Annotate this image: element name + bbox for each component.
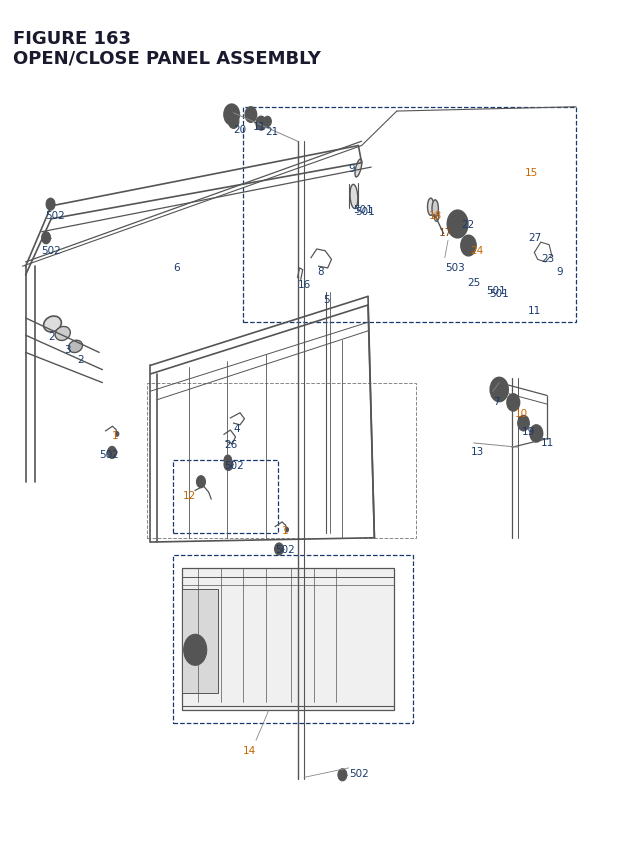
Text: 502: 502 xyxy=(275,544,295,554)
Text: 15: 15 xyxy=(525,168,538,178)
Text: 25: 25 xyxy=(467,277,481,288)
Ellipse shape xyxy=(428,199,434,216)
Text: 10: 10 xyxy=(515,409,529,419)
Text: 502: 502 xyxy=(42,245,61,256)
Circle shape xyxy=(507,394,520,412)
Text: 22: 22 xyxy=(461,220,474,230)
Circle shape xyxy=(447,211,468,238)
Text: 7: 7 xyxy=(493,396,499,406)
Text: 502: 502 xyxy=(45,211,65,221)
Text: 2: 2 xyxy=(77,355,83,365)
Circle shape xyxy=(228,115,239,129)
Text: 502: 502 xyxy=(99,449,119,460)
Text: 11: 11 xyxy=(541,437,554,448)
Ellipse shape xyxy=(350,185,358,209)
Circle shape xyxy=(224,455,232,466)
Ellipse shape xyxy=(68,341,83,353)
Circle shape xyxy=(285,528,289,532)
Ellipse shape xyxy=(435,212,439,222)
Circle shape xyxy=(224,459,233,471)
Circle shape xyxy=(256,117,266,131)
Text: 16: 16 xyxy=(298,280,311,290)
Text: 20: 20 xyxy=(234,125,247,135)
Ellipse shape xyxy=(44,317,61,332)
Circle shape xyxy=(184,635,207,666)
Text: 2: 2 xyxy=(48,331,54,342)
Text: 26: 26 xyxy=(224,439,237,449)
Bar xyxy=(182,568,394,710)
Circle shape xyxy=(224,105,239,126)
Circle shape xyxy=(115,432,119,437)
Text: 6: 6 xyxy=(173,263,179,273)
Ellipse shape xyxy=(355,160,362,177)
Circle shape xyxy=(461,236,476,257)
Circle shape xyxy=(108,447,116,459)
Text: 24: 24 xyxy=(470,245,484,256)
Text: 1: 1 xyxy=(112,430,118,441)
Bar xyxy=(173,555,413,723)
Text: 13: 13 xyxy=(470,446,484,456)
Text: FIGURE 163: FIGURE 163 xyxy=(13,30,131,48)
Bar xyxy=(147,383,416,538)
Text: 502: 502 xyxy=(349,768,369,778)
Circle shape xyxy=(338,769,347,781)
Text: 5: 5 xyxy=(323,294,330,305)
Text: 23: 23 xyxy=(541,254,554,264)
Text: 501: 501 xyxy=(490,288,509,299)
Bar xyxy=(173,461,278,534)
Circle shape xyxy=(518,416,529,431)
Text: 503: 503 xyxy=(445,263,465,273)
Bar xyxy=(243,108,576,323)
Text: 12: 12 xyxy=(182,491,196,501)
Circle shape xyxy=(46,199,55,211)
Text: 502: 502 xyxy=(224,461,244,471)
Text: 19: 19 xyxy=(522,426,535,437)
Text: 14: 14 xyxy=(243,745,257,755)
Text: 11: 11 xyxy=(253,122,266,133)
Text: 27: 27 xyxy=(528,232,541,243)
Text: 3: 3 xyxy=(64,344,70,355)
Text: 17: 17 xyxy=(438,228,452,238)
Ellipse shape xyxy=(55,327,70,341)
Text: 501: 501 xyxy=(355,207,375,217)
Text: 501: 501 xyxy=(353,205,373,215)
Text: 18: 18 xyxy=(429,211,442,221)
Circle shape xyxy=(245,108,257,123)
Text: 9: 9 xyxy=(349,164,355,174)
Ellipse shape xyxy=(432,201,438,218)
Text: 4: 4 xyxy=(234,424,240,434)
Bar xyxy=(182,590,218,693)
Text: 501: 501 xyxy=(486,286,506,296)
Text: 8: 8 xyxy=(317,267,323,277)
Circle shape xyxy=(196,476,205,488)
Circle shape xyxy=(264,117,271,127)
Circle shape xyxy=(275,543,284,555)
Text: 21: 21 xyxy=(266,127,279,137)
Text: 11: 11 xyxy=(528,306,541,316)
Circle shape xyxy=(490,378,508,402)
Circle shape xyxy=(530,425,543,443)
Text: 9: 9 xyxy=(557,267,563,277)
Text: OPEN/CLOSE PANEL ASSEMBLY: OPEN/CLOSE PANEL ASSEMBLY xyxy=(13,50,321,68)
Text: 1: 1 xyxy=(282,525,288,536)
Circle shape xyxy=(42,232,51,245)
